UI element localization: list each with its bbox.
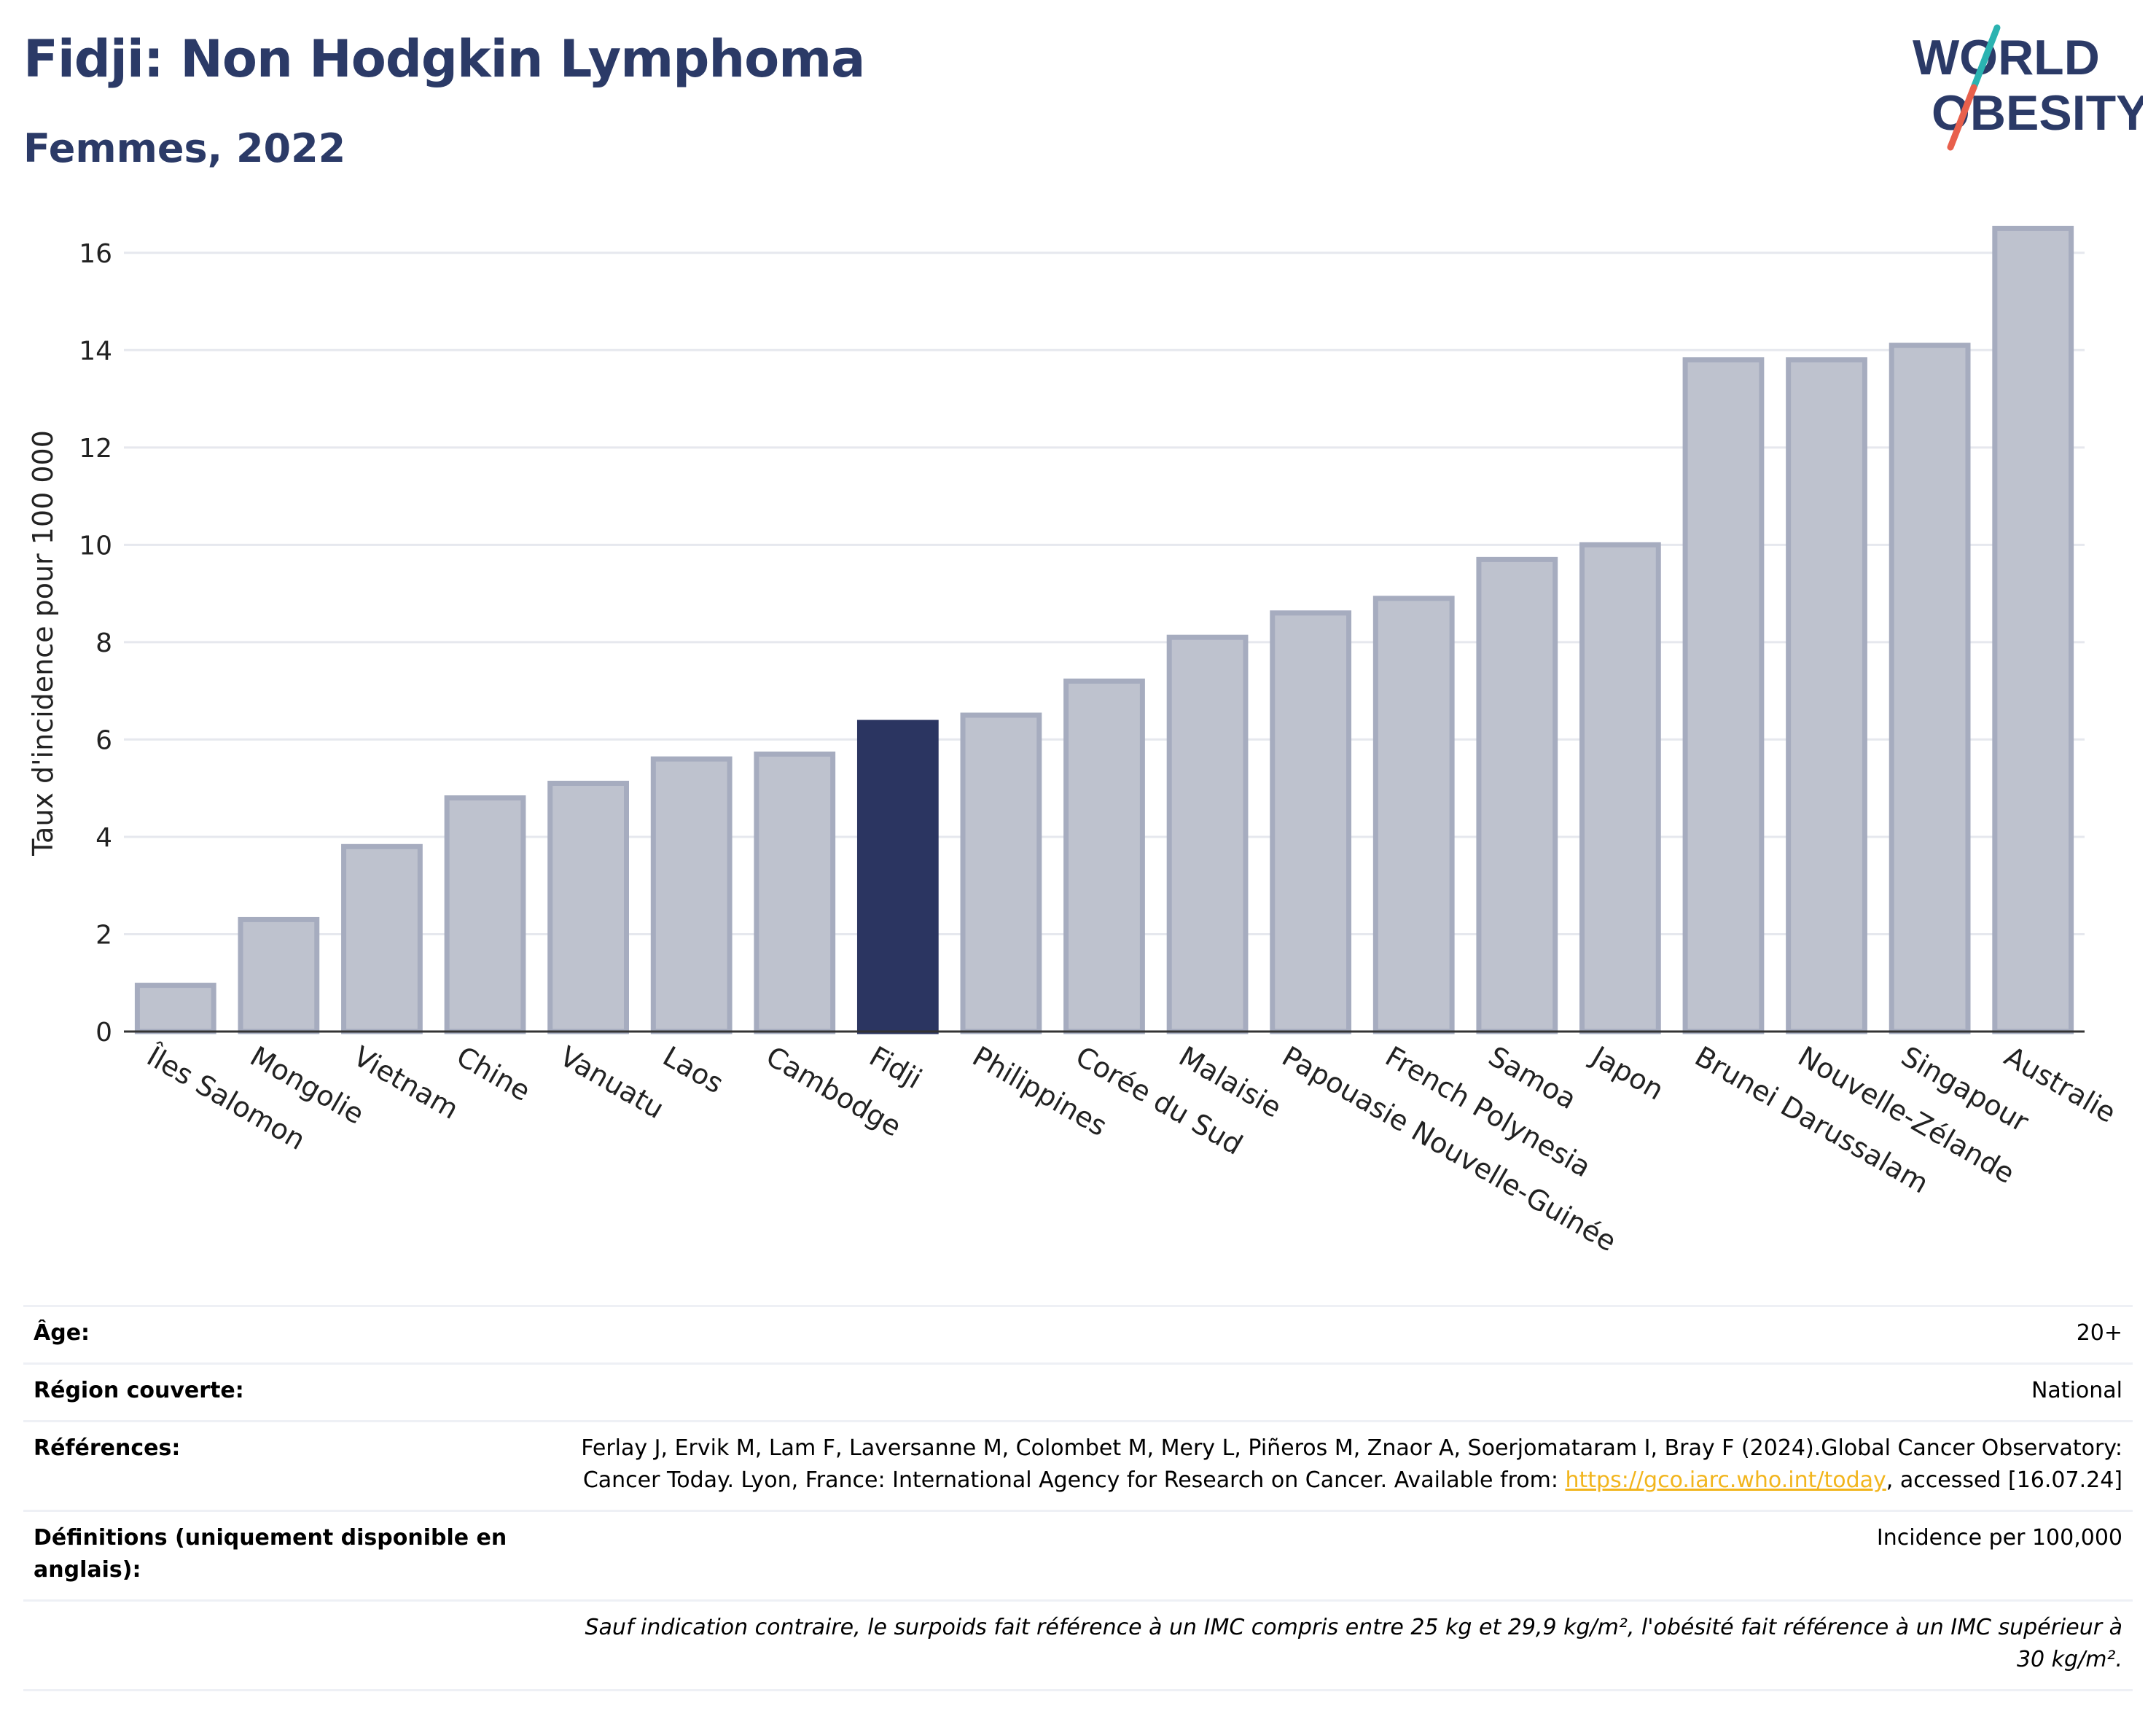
bar bbox=[1270, 610, 1352, 1034]
y-tick-label: 12 bbox=[79, 434, 112, 464]
references-text: Ferlay J, Ervik M, Lam F, Laversanne M, … bbox=[581, 1435, 2122, 1493]
logo-text-world: WORLD bbox=[1913, 30, 2100, 85]
bar bbox=[1372, 596, 1455, 1034]
y-tick-label: 4 bbox=[95, 823, 112, 853]
definitions-value: Incidence per 100,000 bbox=[1876, 1525, 2122, 1551]
region-label: Région couverte: bbox=[34, 1378, 244, 1403]
bar bbox=[650, 756, 733, 1034]
y-tick-label: 10 bbox=[79, 531, 112, 561]
references-value: Ferlay J, Ervik M, Lam F, Laversanne M, … bbox=[555, 1432, 2122, 1497]
obesity-note: Sauf indication contraire, le surpoids f… bbox=[585, 1615, 2123, 1672]
y-tick-label: 14 bbox=[79, 336, 112, 366]
bars bbox=[134, 225, 2074, 1034]
bar bbox=[341, 843, 423, 1034]
world-obesity-logo: WORLD OBESITY bbox=[1913, 24, 2143, 151]
bar bbox=[134, 983, 216, 1034]
info-row-references: Références: Ferlay J, Ervik M, Lam F, La… bbox=[23, 1420, 2133, 1510]
age-value: 20+ bbox=[2076, 1320, 2122, 1346]
info-row-age: Âge: 20+ bbox=[23, 1305, 2133, 1362]
bar bbox=[1992, 225, 2074, 1034]
bar bbox=[1682, 357, 1765, 1034]
y-tick-label: 0 bbox=[95, 1018, 112, 1048]
x-tick-label: Laos bbox=[657, 1040, 729, 1100]
chart-subtitle: Femmes, 2022 bbox=[23, 125, 346, 171]
bar bbox=[1579, 542, 1661, 1034]
age-label: Âge: bbox=[34, 1320, 90, 1346]
info-row-note: Sauf indication contraire, le surpoids f… bbox=[23, 1599, 2133, 1691]
y-tick-label: 8 bbox=[95, 628, 112, 658]
bar bbox=[1063, 678, 1145, 1034]
bar bbox=[960, 712, 1042, 1034]
references-link[interactable]: https://gco.iarc.who.int/today bbox=[1565, 1467, 1886, 1493]
bar bbox=[754, 751, 836, 1034]
y-axis-label: Taux d'incidence pour 100 000 bbox=[27, 430, 59, 857]
references-label: Références: bbox=[34, 1435, 181, 1461]
bar bbox=[547, 781, 629, 1034]
bar-highlight bbox=[856, 720, 939, 1034]
references-tail: , accessed [16.07.24] bbox=[1886, 1467, 2122, 1493]
y-tick-labels: 0 2 4 6 8 10 12 14 16 bbox=[79, 239, 112, 1048]
bar bbox=[1889, 343, 1971, 1034]
definitions-label: Définitions (uniquement disponible en an… bbox=[34, 1525, 507, 1583]
logo-slash-teal bbox=[1970, 24, 2001, 91]
info-row-region: Région couverte: National bbox=[23, 1362, 2133, 1420]
x-tick-label: Japon bbox=[1585, 1040, 1669, 1107]
bar bbox=[1476, 556, 1558, 1034]
y-tick-label: 6 bbox=[95, 725, 112, 755]
x-tick-label: Fidji bbox=[864, 1040, 927, 1096]
y-tick-label: 16 bbox=[79, 239, 112, 269]
info-row-definitions: Définitions (uniquement disponible en an… bbox=[23, 1510, 2133, 1599]
x-tick-label: Vietnam bbox=[348, 1040, 464, 1126]
x-tick-label: Vanuatu bbox=[555, 1040, 670, 1125]
bar bbox=[1166, 634, 1249, 1034]
bar bbox=[238, 916, 320, 1034]
bar-chart: 0 2 4 6 8 10 12 14 16 Îles SalomonMongolieVietna… bbox=[27, 225, 2121, 1258]
bar bbox=[444, 795, 526, 1034]
info-table: Âge: 20+ Région couverte: National Référ… bbox=[23, 1305, 2133, 1691]
region-value: National bbox=[2031, 1378, 2122, 1403]
logo-slash-red bbox=[1947, 84, 1977, 151]
chart-title: Fidji: Non Hodgkin Lymphoma bbox=[23, 29, 865, 89]
y-tick-label: 2 bbox=[95, 920, 112, 950]
bar bbox=[1786, 357, 1867, 1034]
